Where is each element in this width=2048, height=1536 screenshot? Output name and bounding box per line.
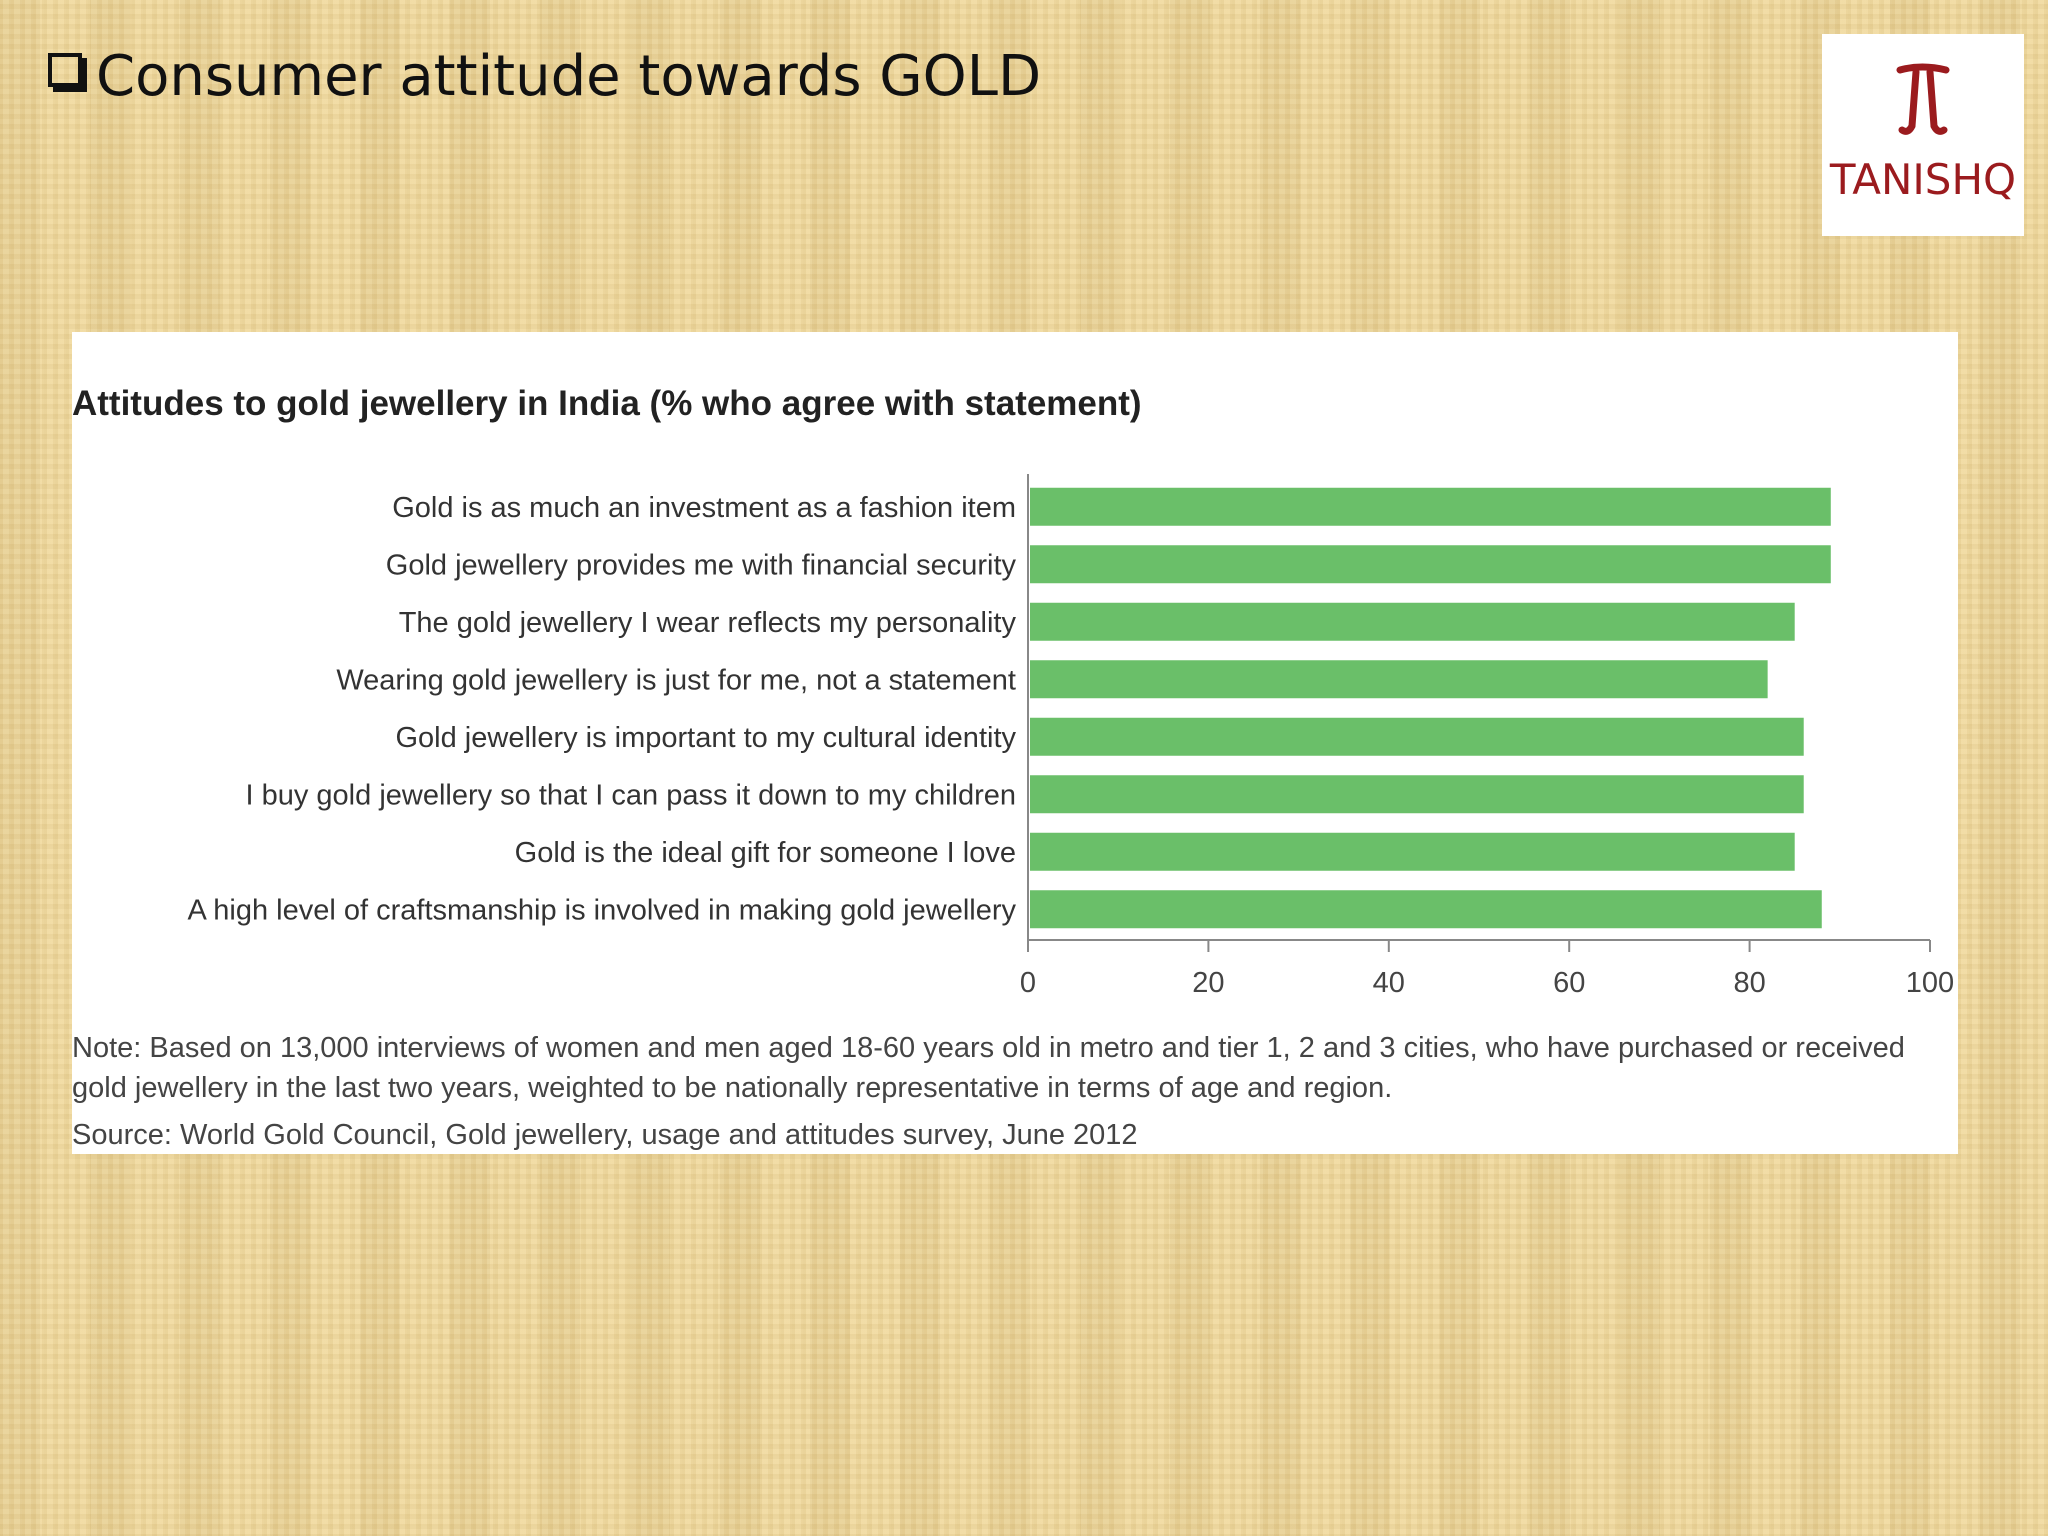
chart-title: Attitudes to gold jewellery in India (% … [72,384,1142,423]
x-tick-label: 80 [1733,967,1765,999]
category-label: Wearing gold jewellery is just for me, n… [336,664,1016,696]
bar [1030,832,1795,871]
tanishq-logo-image: TANISHQ [1829,63,2016,204]
x-tick-label: 40 [1373,967,1405,999]
slide-title-text: Consumer attitude towards GOLD [96,44,1042,109]
category-label: The gold jewellery I wear reflects my pe… [399,607,1017,639]
bar [1030,890,1822,929]
x-tick-label: 0 [1020,967,1036,999]
bar [1030,775,1804,814]
bar [1030,487,1831,526]
category-label: Gold is the ideal gift for someone I lov… [515,837,1016,869]
checkbox-bullet-icon [48,52,82,87]
tanishq-logo: TANISHQ [1822,34,2024,236]
category-label: I buy gold jewellery so that I can pass … [246,779,1017,811]
slide-title: Consumer attitude towards GOLD [48,44,1041,109]
bar [1030,660,1768,699]
chart-panel: Attitudes to gold jewellery in India (% … [72,332,1958,1154]
logo-text: TANISHQ [1829,155,2016,204]
bar [1030,717,1804,756]
bar-chart: Attitudes to gold jewellery in India (% … [72,384,1954,999]
chart-source: Source: World Gold Council, Gold jewelle… [72,1119,1138,1151]
category-label: Gold jewellery provides me with financia… [386,549,1017,581]
bar [1030,602,1795,641]
chart-note: Note: Based on 13,000 interviews of wome… [72,1032,1905,1104]
x-tick-label: 60 [1553,967,1585,999]
category-label: Gold jewellery is important to my cultur… [395,722,1016,754]
x-tick-label: 20 [1192,967,1224,999]
bar [1030,545,1831,584]
x-tick-label: 100 [1906,967,1954,999]
category-label: Gold is as much an investment as a fashi… [392,492,1016,524]
category-label: A high level of craftsmanship is involve… [187,894,1016,926]
